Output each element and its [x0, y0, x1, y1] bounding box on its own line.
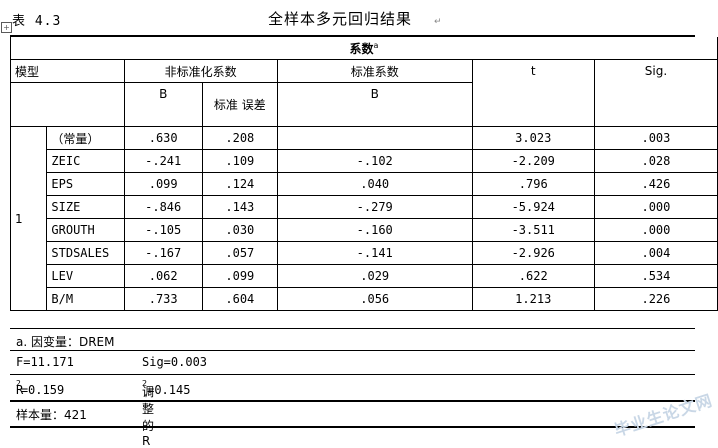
se-value: .109: [201, 149, 278, 173]
variable-name: （常量）: [46, 126, 125, 150]
se-value: .030: [201, 218, 278, 242]
beta-value: -.279: [276, 195, 473, 219]
table-row: SIZE -.846 .143 -.279 -5.924 .000: [11, 195, 718, 219]
b-value: .099: [123, 172, 203, 196]
model-number: 1: [9, 126, 48, 311]
title-row: + 表 4.3 全样本多元回归结果 ↵: [0, 0, 718, 33]
variable-name: STDSALES: [46, 241, 125, 265]
se-value: .143: [201, 195, 278, 219]
b-value: -.167: [123, 241, 203, 265]
t-header: t: [471, 59, 595, 127]
t-value: -2.926: [471, 241, 595, 265]
t-value: .622: [471, 264, 595, 288]
beta-value: .040: [276, 172, 473, 196]
variable-name: B/M: [46, 287, 125, 311]
t-value: 3.023: [471, 126, 595, 150]
b-value: .062: [123, 264, 203, 288]
header-row: 模型 非标准化系数 标准系数 t Sig.: [10, 59, 718, 127]
sample-size-row: 样本量：421: [10, 400, 695, 428]
sig-header: Sig.: [593, 59, 718, 127]
sig-value: .000: [593, 218, 718, 242]
beta-value: -.102: [276, 149, 473, 173]
paragraph-mark-icon: ↵: [434, 17, 443, 27]
model-subheader-empty: [10, 82, 125, 127]
table-number: 表 4.3: [12, 14, 62, 29]
table-row: 1 （常量） .630 .208 3.023 .003: [9, 126, 718, 311]
variable-name: GROUTH: [46, 218, 125, 242]
variable-name: LEV: [46, 264, 125, 288]
subheader-row: B 标准 误差 B: [10, 82, 718, 127]
r-squared-row: R 2 =0.159 调整的R 2 =0.145: [10, 374, 695, 448]
dependent-variable-note: a. 因变量：DREM: [10, 328, 695, 349]
t-value: -5.924: [471, 195, 595, 219]
sig-value: .004: [593, 241, 718, 265]
variable-name: ZEIC: [46, 149, 125, 173]
f-stat-row: F=11.171 Sig=0.003: [10, 350, 695, 373]
se-value: .057: [201, 241, 278, 265]
regression-table: 系数a 模型 非标准化系数 标准系数 t Sig. B 标准 误差 B 1 （常…: [9, 37, 718, 311]
table-caption: 系数a: [10, 37, 718, 60]
b-value: -.241: [123, 149, 203, 173]
se-value: .124: [201, 172, 278, 196]
r-squared: R 2 =0.159: [16, 379, 65, 397]
adjusted-r-squared: 调整的R 2 =0.145: [142, 379, 191, 448]
table-title: 全样本多元回归结果 ↵: [268, 10, 443, 28]
t-value: -2.209: [471, 149, 595, 173]
beta-value: -.160: [276, 218, 473, 242]
unstandardized-header: 非标准化系数: [123, 59, 278, 83]
se-subheader: 标准 误差: [201, 82, 278, 127]
standardized-header: 标准系数: [276, 59, 473, 83]
se-value: .099: [201, 264, 278, 288]
model-header: 模型: [10, 59, 125, 83]
sig-value: .000: [593, 195, 718, 219]
sig-value: .226: [593, 287, 718, 311]
caption-row: 系数a: [10, 37, 718, 60]
beta-subheader: B: [276, 82, 473, 127]
variable-name: EPS: [46, 172, 125, 196]
sample-size: 样本量：421: [16, 408, 87, 422]
table-row: LEV .062 .099 .029 .622 .534: [11, 264, 718, 288]
table-row: EPS .099 .124 .040 .796 .426: [11, 172, 718, 196]
sig-value: .003: [593, 126, 718, 150]
se-value: .208: [201, 126, 278, 150]
sig-value: .028: [593, 149, 718, 173]
b-value: -.105: [123, 218, 203, 242]
f-statistic: F=11.171: [16, 355, 74, 369]
sig-value: .426: [593, 172, 718, 196]
b-value: -.846: [123, 195, 203, 219]
table-row: STDSALES -.167 .057 -.141 -2.926 .004: [11, 241, 718, 265]
table-row: GROUTH -.105 .030 -.160 -3.511 .000: [11, 218, 718, 242]
beta-value: -.141: [276, 241, 473, 265]
t-value: -3.511: [471, 218, 595, 242]
b-subheader: B: [123, 82, 203, 127]
t-value: .796: [471, 172, 595, 196]
beta-value: .056: [276, 287, 473, 311]
table-anchor-icon[interactable]: +: [1, 22, 12, 33]
t-value: 1.213: [471, 287, 595, 311]
significance-value: Sig=0.003: [142, 355, 208, 369]
b-value: .630: [123, 126, 203, 150]
top-rule: [10, 35, 695, 37]
table-row: B/M .733 .604 .056 1.213 .226: [11, 287, 718, 311]
b-value: .733: [123, 287, 203, 311]
variable-name: SIZE: [46, 195, 125, 219]
beta-value: .029: [276, 264, 473, 288]
se-value: .604: [201, 287, 278, 311]
sig-value: .534: [593, 264, 718, 288]
table-row: ZEIC -.241 .109 -.102 -2.209 .028: [11, 149, 718, 173]
beta-value: [276, 126, 473, 150]
